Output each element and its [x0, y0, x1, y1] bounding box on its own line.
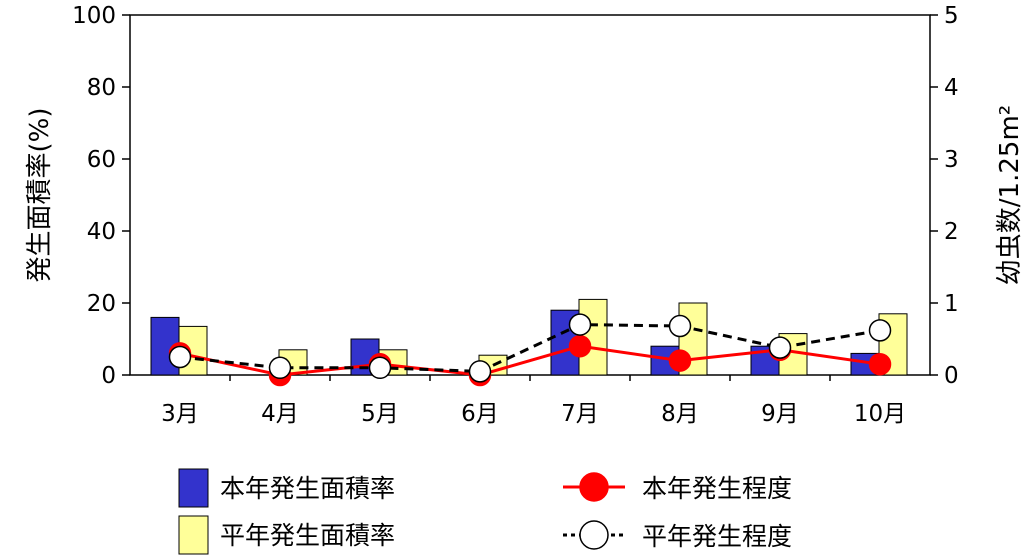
legend: 本年発生面積率 平年発生面積率 本年発生程度 平年発生程度	[178, 468, 792, 555]
left-axis-ticks: 0 20 40 60 80 100	[72, 3, 831, 389]
y2-tick-label: 5	[944, 3, 959, 29]
right-axis-ticks: 0 1 2 3 4 5	[930, 3, 959, 389]
y-tick-label: 20	[87, 291, 116, 317]
y-tick-label: 80	[87, 75, 116, 101]
normal-level-point	[568, 313, 592, 336]
y-tick-label: 60	[87, 147, 116, 173]
x-tick-label: 8月	[661, 401, 699, 427]
lines	[168, 313, 892, 387]
y-tick-label: 0	[101, 363, 116, 389]
legend-marker-current-level	[579, 472, 609, 502]
legend-marker-normal-level	[579, 520, 609, 550]
current-level-point	[668, 349, 692, 372]
legend-swatch-current-area	[178, 468, 209, 508]
x-tick-label: 6月	[461, 401, 499, 427]
y2-tick-label: 0	[944, 363, 959, 389]
y2-tick-label: 4	[944, 75, 959, 101]
legend-label-current-level: 本年発生程度	[642, 474, 792, 503]
normal-level-point	[768, 336, 792, 359]
current-level-line	[179, 344, 881, 377]
x-tick-label: 9月	[761, 401, 799, 427]
y-axis-title: 発生面積率(%)	[25, 108, 55, 283]
y2-axis-title: 幼虫数/1.25m²	[995, 105, 1025, 285]
x-tick-label: 5月	[361, 401, 399, 427]
y-tick-label: 100	[72, 3, 116, 29]
legend-label-normal-level: 平年発生程度	[642, 522, 792, 551]
current-level-point	[568, 334, 592, 358]
current-level-point	[868, 352, 892, 376]
y2-tick-label: 2	[944, 219, 959, 245]
normal-level-point	[268, 356, 292, 380]
legend-swatch-normal-area	[178, 515, 209, 555]
x-axis-labels: 3月 4月 5月 6月 7月 8月 9月 10月	[161, 401, 906, 427]
plot-area	[129, 14, 931, 376]
x-tick-label: 4月	[261, 401, 299, 427]
y2-tick-label: 3	[944, 147, 959, 173]
y-tick-label: 40	[87, 219, 116, 245]
bar	[678, 302, 708, 376]
y2-tick-label: 1	[944, 291, 959, 317]
x-tick-label: 7月	[561, 401, 599, 427]
normal-level-point	[868, 319, 892, 342]
x-tick-label: 10月	[854, 401, 906, 427]
normal-level-point	[468, 360, 492, 383]
legend-label-current-area: 本年発生面積率	[220, 474, 395, 503]
normal-level-point	[168, 345, 192, 369]
normal-level-point	[668, 314, 692, 338]
legend-label-normal-area: 平年発生面積率	[220, 521, 395, 550]
normal-level-point	[368, 356, 392, 380]
x-tick-label: 3月	[161, 401, 199, 427]
